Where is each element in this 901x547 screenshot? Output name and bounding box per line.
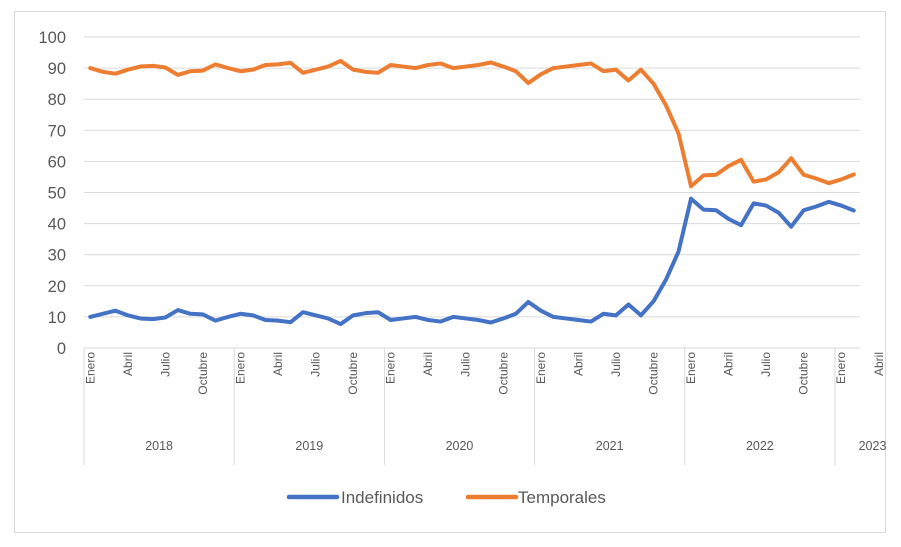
x-year-label-2020: 2020 xyxy=(446,439,474,453)
x-month-label: Enero xyxy=(384,352,398,384)
series-line-temporales xyxy=(88,58,856,189)
x-year-label-2023: 2023 xyxy=(859,439,887,453)
y-tick-label-30: 30 xyxy=(48,247,66,265)
x-month-label: Julio xyxy=(609,352,623,377)
x-year-label-2018: 2018 xyxy=(145,439,173,453)
gridlines xyxy=(84,36,860,318)
y-tick-label-60: 60 xyxy=(48,153,66,171)
x-year-label-2021: 2021 xyxy=(596,439,624,453)
x-month-label: Abril xyxy=(421,352,435,376)
x-month-label: Enero xyxy=(83,352,97,384)
x-month-label: Julio xyxy=(158,352,172,377)
legend: Indefinidos Temporales xyxy=(286,488,606,507)
x-month-label: Octubre xyxy=(646,352,660,395)
x-axis: Enero Abril Julio Octubre 2018 Enero Abril Juli… xyxy=(83,347,887,465)
x-month-label: Julio xyxy=(459,352,473,377)
x-month-label: Octubre xyxy=(496,352,510,395)
y-tick-label-50: 50 xyxy=(48,185,66,203)
y-tick-label-80: 80 xyxy=(48,91,66,109)
x-month-label: Julio xyxy=(309,352,323,377)
x-month-label: Enero xyxy=(834,352,848,384)
y-tick-label-100: 100 xyxy=(38,29,66,47)
x-month-label: Abril xyxy=(722,352,736,376)
x-month-label: Julio xyxy=(759,352,773,377)
x-month-label: Abril xyxy=(121,352,135,376)
series-lines xyxy=(88,58,856,327)
y-tick-label-0: 0 xyxy=(57,340,66,358)
chart-frame xyxy=(14,11,886,533)
x-year-label-2022: 2022 xyxy=(746,439,774,453)
y-tick-label-20: 20 xyxy=(48,278,66,296)
x-month-label: Octubre xyxy=(797,352,811,395)
legend-label-indefinidos: Indefinidos xyxy=(341,488,423,507)
x-month-label: Abril xyxy=(571,352,585,376)
x-month-label: Abril xyxy=(271,352,285,376)
y-tick-label-10: 10 xyxy=(48,309,66,327)
y-tick-label-70: 70 xyxy=(48,122,66,140)
series-line-indefinidos xyxy=(88,196,856,327)
y-tick-label-40: 40 xyxy=(48,216,66,234)
x-month-label: Enero xyxy=(233,352,247,384)
x-year-label-2019: 2019 xyxy=(295,439,323,453)
x-month-label: Octubre xyxy=(196,352,210,395)
x-month-label: Enero xyxy=(534,352,548,384)
y-axis-ticks: 0 10 20 30 40 50 60 70 80 90 100 xyxy=(38,29,66,358)
x-month-label: Enero xyxy=(684,352,698,384)
y-tick-label-90: 90 xyxy=(48,60,66,78)
x-month-label: Octubre xyxy=(346,352,360,395)
legend-label-temporales: Temporales xyxy=(518,488,606,507)
x-month-label: Abril xyxy=(872,352,886,376)
